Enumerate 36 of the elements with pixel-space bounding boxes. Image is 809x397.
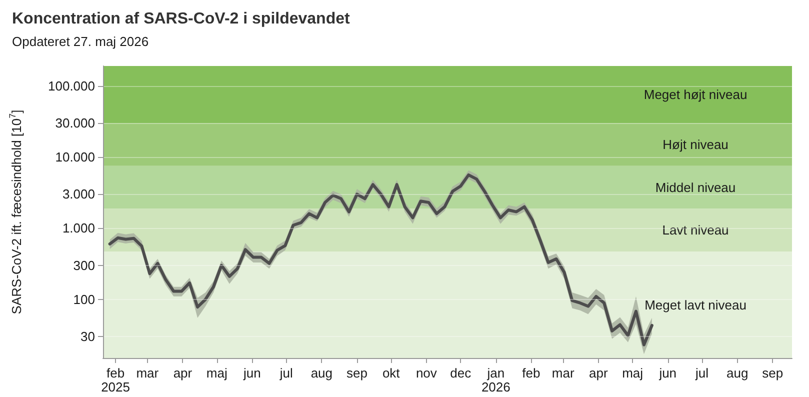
chart-title: Koncentration af SARS-CoV-2 i spildevandet: [12, 10, 350, 28]
x-tick-label: apr: [173, 366, 193, 380]
x-tick-label: mar: [136, 366, 160, 380]
x-tick-label: sep: [762, 366, 784, 380]
chart-subtitle: Opdateret 27. maj 2026: [12, 34, 149, 49]
x-tick-label: nov: [416, 366, 438, 380]
x-tick-label: maj: [622, 366, 644, 380]
x-tick-label: jan 2026: [481, 366, 510, 394]
y-tick-label: 30.000: [55, 116, 95, 131]
x-tick-label: mar: [552, 366, 575, 380]
band-label: Meget lavt niveau: [644, 297, 746, 312]
y-tick-label: 3.000: [62, 186, 95, 202]
x-tick-label: jul: [694, 366, 709, 380]
y-tick-label: 30: [80, 329, 95, 344]
x-tick-label: okt: [382, 366, 400, 380]
band-label: Lavt niveau: [662, 222, 729, 238]
x-tick-label: jun: [658, 366, 677, 380]
band-label: Meget højt niveau: [644, 87, 748, 102]
y-axis-title: SARS-CoV-2 ift. fæcesindhold [107]: [8, 110, 24, 314]
x-tick-label: feb: [522, 366, 540, 380]
x-tick-label: aug: [726, 366, 748, 380]
band-label: Højt niveau: [662, 136, 728, 152]
y-tick-label: 300: [73, 258, 95, 273]
x-tick-label: aug: [310, 366, 333, 380]
x-tick-label: jun: [242, 366, 261, 380]
y-tick-label: 1.000: [62, 220, 95, 236]
y-tick-label: 100: [73, 292, 95, 307]
x-tick-label: sep: [346, 366, 368, 380]
x-tick-label: maj: [206, 366, 228, 380]
x-tick-label: apr: [589, 366, 608, 380]
y-tick-label: 10.000: [55, 150, 95, 165]
x-tick-label: dec: [450, 366, 472, 380]
x-tick-label: feb 2025: [101, 366, 130, 394]
x-tick-label: jul: [278, 366, 293, 380]
y-tick-label: 100.000: [48, 78, 95, 94]
band-label: Middel niveau: [655, 180, 736, 195]
